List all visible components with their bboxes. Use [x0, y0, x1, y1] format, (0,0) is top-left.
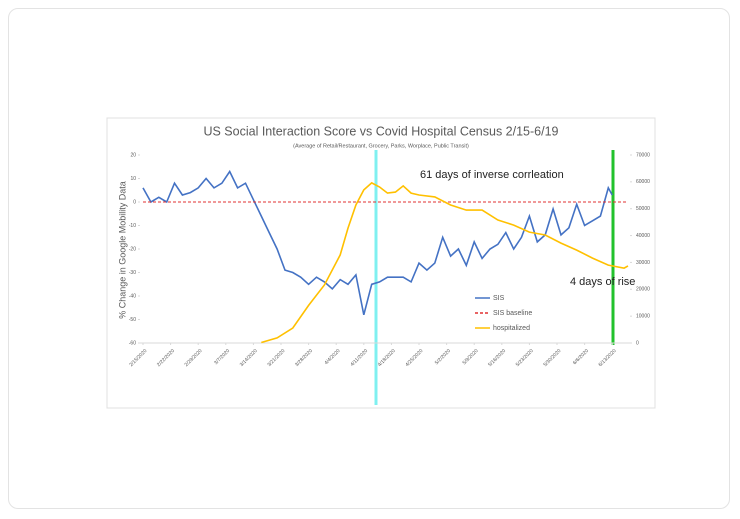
y-axis-label: % Change in Google Mobility Data: [117, 181, 127, 319]
series-line: [142, 169, 613, 316]
annotation: 4 days of rise: [570, 276, 635, 288]
card: [8, 8, 730, 509]
y2-tick-label: 70000: [636, 152, 650, 158]
annotation: 61 days of inverse corrleation: [420, 169, 564, 181]
y2-tick-label: 50000: [636, 206, 650, 212]
chart-subtitle: (Average of Retail/Restaurant, Grocery, …: [293, 143, 469, 149]
y-tick-label: 0: [133, 199, 136, 205]
series-line: [261, 181, 629, 344]
y2-tick-label: 20000: [636, 287, 650, 293]
y-tick-label: -50: [129, 317, 136, 323]
y2-tick-label: 0: [636, 340, 639, 346]
chart-title: US Social Interaction Score vs Covid Hos…: [203, 124, 558, 138]
legend-label: SIS: [493, 295, 505, 302]
y2-tick-label: 40000: [636, 233, 650, 239]
y-tick-label: -40: [129, 293, 136, 299]
chart-frame: [106, 117, 656, 409]
y-tick-label: -20: [129, 246, 136, 252]
y-tick-label: 20: [130, 152, 136, 158]
y2-tick-label: 30000: [636, 260, 650, 266]
y-tick-label: -60: [129, 340, 136, 346]
y2-tick-label: 60000: [636, 179, 650, 185]
legend-label: SIS baseline: [493, 310, 532, 317]
y-tick-label: -30: [129, 270, 136, 276]
y-tick-label: 10: [130, 176, 136, 182]
legend-label: hospitalized: [493, 325, 530, 332]
y2-tick-label: 10000: [636, 313, 650, 319]
y-tick-label: -10: [129, 223, 136, 229]
